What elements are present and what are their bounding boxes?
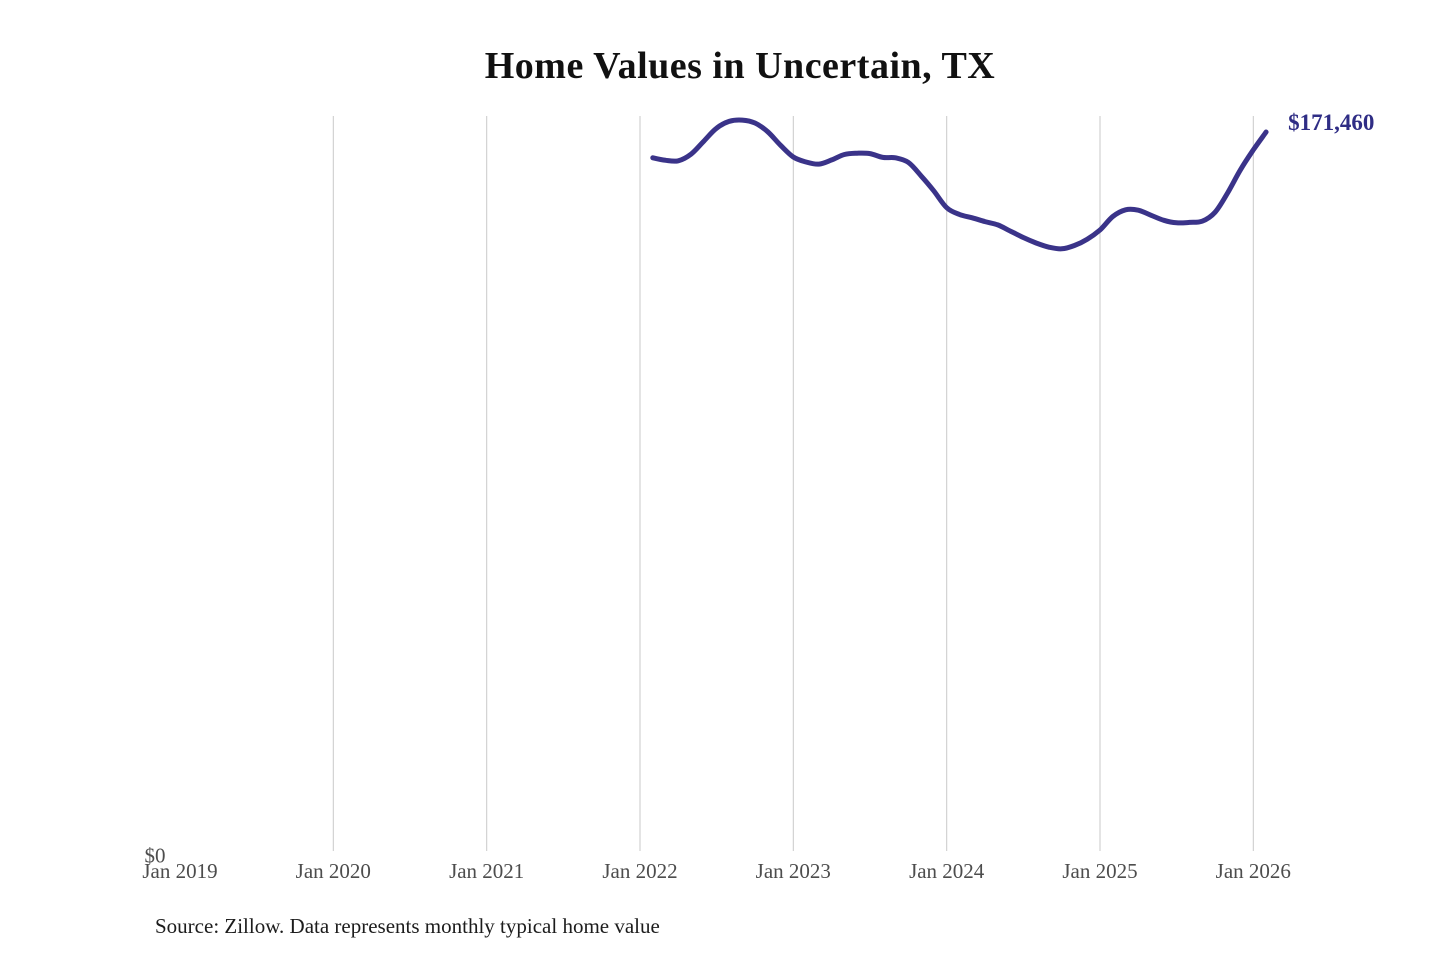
x-axis-tick-label: Jan 2020 <box>295 859 371 883</box>
y-axis-zero-label: $0 <box>144 843 166 868</box>
latest-value-label: $171,460 <box>1288 110 1375 135</box>
source-note: Source: Zillow. Data represents monthly … <box>155 914 660 938</box>
x-axis-tick-label: Jan 2024 <box>909 859 985 883</box>
home-value-series-line <box>650 117 1269 252</box>
x-axis-tick-label: Jan 2023 <box>755 859 831 883</box>
x-axis-tick-label: Jan 2021 <box>449 859 525 883</box>
chart-title: Home Values in Uncertain, TX <box>484 45 996 87</box>
x-axis-tick-label: Jan 2025 <box>1062 859 1138 883</box>
x-axis-tick-label: Jan 2026 <box>1215 859 1291 883</box>
x-axis-tick-label: Jan 2019 <box>142 859 218 883</box>
x-axis-tick-label: Jan 2022 <box>602 859 678 883</box>
